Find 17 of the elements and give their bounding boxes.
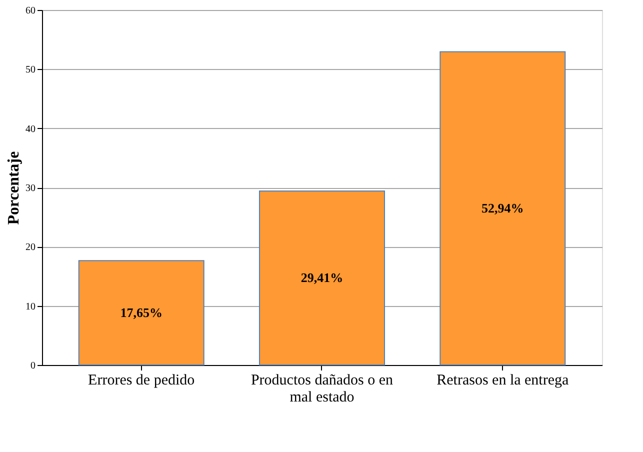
y-axis-title: Porcentaje	[6, 151, 22, 225]
y-tick-label: 40	[26, 124, 36, 135]
y-tick-label: 20	[26, 242, 36, 254]
y-tick-label: 60	[26, 6, 36, 16]
x-tick-label: Errores de pedido	[88, 372, 195, 388]
y-tick-label: 30	[26, 183, 36, 194]
data-label: 52,94%	[482, 200, 524, 216]
bar	[78, 260, 204, 366]
x-tick-label: Retrasos en la entrega	[436, 372, 569, 388]
data-label: 17,65%	[120, 304, 162, 320]
y-tick-label: 10	[26, 301, 36, 312]
y-tick-label: 50	[26, 64, 36, 76]
data-label: 29,41%	[300, 270, 344, 285]
bar	[440, 51, 566, 366]
bar	[259, 190, 385, 366]
x-tick-label: Productos dañados o en mal estado	[250, 372, 394, 406]
y-tick-label: 0	[30, 360, 36, 372]
